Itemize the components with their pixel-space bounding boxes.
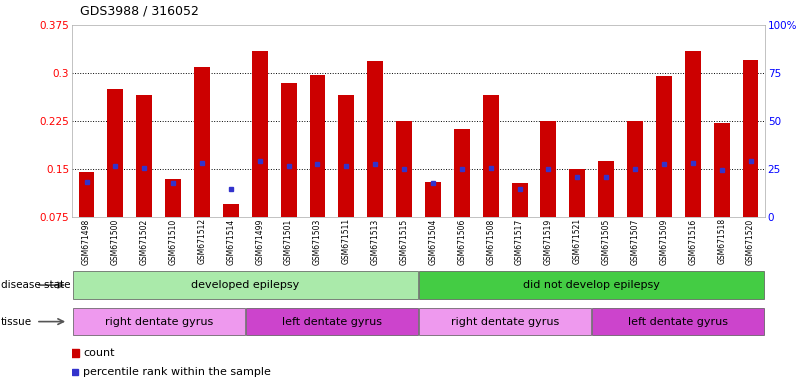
Bar	[223, 204, 239, 217]
FancyBboxPatch shape	[419, 308, 591, 335]
Bar	[685, 51, 701, 217]
Text: count: count	[83, 348, 115, 358]
Text: left dentate gyrus: left dentate gyrus	[282, 316, 382, 327]
Bar	[78, 172, 95, 217]
FancyBboxPatch shape	[246, 308, 418, 335]
Text: did not develop epilepsy: did not develop epilepsy	[523, 280, 660, 290]
Bar	[627, 121, 643, 217]
Bar	[570, 169, 586, 217]
Text: tissue: tissue	[1, 316, 32, 327]
Bar	[454, 129, 469, 217]
Text: right dentate gyrus: right dentate gyrus	[451, 316, 559, 327]
Text: disease state: disease state	[1, 280, 70, 290]
Bar	[338, 95, 354, 217]
Bar	[714, 123, 730, 217]
FancyBboxPatch shape	[592, 308, 764, 335]
Bar	[541, 121, 557, 217]
Text: percentile rank within the sample: percentile rank within the sample	[83, 367, 272, 377]
Bar	[656, 76, 672, 217]
FancyBboxPatch shape	[419, 271, 764, 299]
FancyBboxPatch shape	[73, 308, 245, 335]
Bar	[512, 183, 528, 217]
Bar	[309, 75, 325, 217]
Text: right dentate gyrus: right dentate gyrus	[105, 316, 213, 327]
Bar	[598, 161, 614, 217]
Bar	[252, 51, 268, 217]
Bar	[368, 61, 383, 217]
Text: left dentate gyrus: left dentate gyrus	[628, 316, 728, 327]
Bar	[194, 66, 210, 217]
Text: developed epilepsy: developed epilepsy	[191, 280, 300, 290]
Bar	[743, 60, 759, 217]
Text: GDS3988 / 316052: GDS3988 / 316052	[80, 4, 199, 17]
Bar	[396, 121, 412, 217]
Bar	[425, 182, 441, 217]
Bar	[483, 95, 499, 217]
FancyBboxPatch shape	[73, 271, 418, 299]
Bar	[136, 95, 152, 217]
Bar	[107, 89, 123, 217]
Bar	[165, 179, 181, 217]
Bar	[280, 83, 296, 217]
